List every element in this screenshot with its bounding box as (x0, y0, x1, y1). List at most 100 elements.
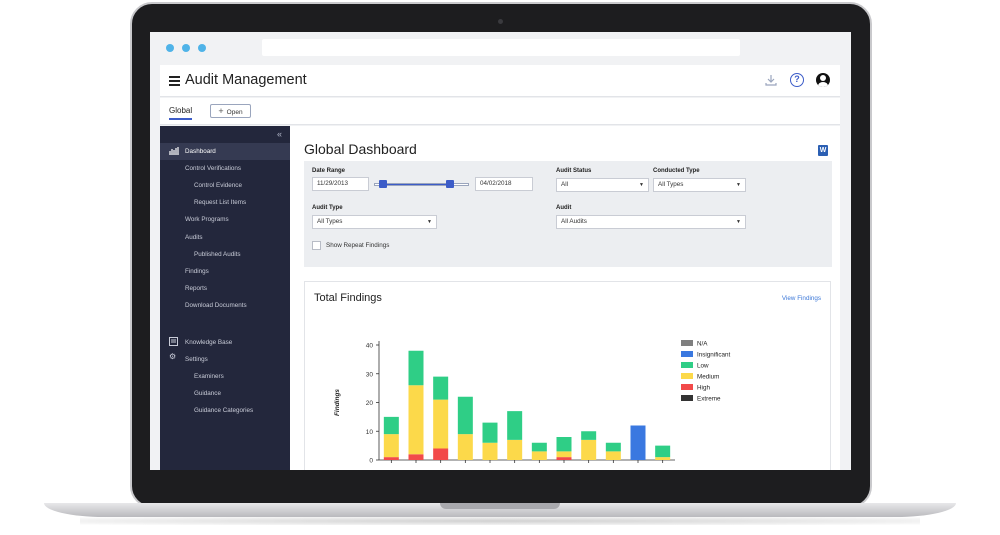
sidebar-item-control-evidence[interactable]: Control Evidence (194, 182, 242, 189)
bar-segment-high (408, 454, 424, 460)
date-to-input[interactable]: 04/02/2018 (475, 177, 533, 191)
window-minimize-dot[interactable] (182, 44, 190, 52)
legend-swatch (681, 395, 693, 401)
open-button-label: Open (226, 109, 243, 116)
audit-status-select[interactable]: All ▼ (556, 178, 649, 192)
conducted-type-select[interactable]: All Types ▼ (653, 178, 746, 192)
word-export-icon[interactable]: W (818, 145, 828, 156)
sidebar-item-examiners[interactable]: Examiners (194, 373, 224, 380)
filters-panel: Date Range 11/29/2013 04/02/2018 Audit S… (304, 161, 832, 267)
legend-swatch (681, 373, 693, 379)
laptop-shadow (80, 517, 920, 525)
window-close-dot[interactable] (166, 44, 174, 52)
sidebar: « Dashboard Control Verifications Contro… (160, 126, 290, 470)
legend-label: Low (697, 363, 709, 370)
y-tick-label: 30 (366, 371, 374, 378)
address-bar[interactable] (262, 39, 740, 56)
download-icon[interactable] (764, 73, 778, 87)
conducted-type-label: Conducted Type (653, 168, 700, 174)
audit-type-label: Audit Type (312, 205, 343, 211)
slider-end-handle[interactable] (446, 180, 454, 188)
y-tick-label: 10 (366, 429, 374, 436)
repeat-findings-checkbox[interactable] (312, 241, 321, 250)
chevron-down-icon: ▼ (736, 182, 741, 188)
help-icon[interactable]: ? (790, 73, 804, 87)
browser-bar (150, 32, 851, 62)
laptop-base-notch (440, 503, 560, 509)
screen: Audit Management ? Global + Open « Dashbo… (150, 32, 851, 470)
sidebar-item-control-verifications[interactable]: Control Verifications (185, 165, 241, 172)
tabs-bar: Global + Open (160, 98, 840, 125)
audit-select[interactable]: All Audits ▼ (556, 215, 746, 229)
y-tick-label: 0 (369, 458, 373, 465)
tab-global[interactable]: Global (169, 106, 193, 120)
bar-segment-low (556, 437, 572, 452)
date-from-input[interactable]: 11/29/2013 (312, 177, 369, 191)
audit-label: Audit (556, 205, 572, 211)
repeat-findings-label: Show Repeat Findings (326, 242, 390, 249)
sidebar-item-guidance[interactable]: Guidance (194, 390, 221, 397)
y-tick-label: 40 (366, 343, 374, 350)
sidebar-item-findings[interactable]: Findings (185, 268, 209, 275)
menu-icon[interactable] (169, 76, 180, 86)
collapse-sidebar-icon[interactable]: « (277, 129, 283, 139)
gear-icon: ⚙ (169, 352, 177, 361)
app-header: Audit Management ? (160, 65, 840, 97)
bar-segment-medium (556, 451, 572, 458)
sidebar-item-dashboard[interactable]: Dashboard (160, 143, 290, 160)
date-range-label: Date Range (312, 168, 346, 174)
bar-segment-low (655, 445, 671, 458)
bar-segment-medium (581, 439, 597, 460)
bar-segment-medium (482, 442, 498, 460)
sidebar-item-download-documents[interactable]: Download Documents (185, 302, 247, 309)
sidebar-item-request-list-items[interactable]: Request List Items (194, 199, 247, 206)
bar-segment-medium (383, 434, 399, 458)
chevron-down-icon: ▼ (427, 219, 432, 225)
sidebar-item-audits[interactable]: Audits (185, 234, 203, 241)
date-range-slider[interactable] (374, 183, 469, 186)
bar-segment-low (482, 422, 498, 443)
sidebar-item-label: Dashboard (185, 148, 216, 155)
bar-segment-low (408, 350, 424, 386)
sidebar-item-knowledge-base[interactable]: Knowledge Base (185, 339, 233, 346)
legend-swatch (681, 351, 693, 357)
audit-status-value: All (561, 181, 568, 188)
bar-segment-medium (408, 385, 424, 455)
legend-label: Extreme (697, 396, 721, 403)
audit-status-label: Audit Status (556, 168, 592, 174)
sidebar-item-guidance-categories[interactable]: Guidance Categories (194, 407, 254, 414)
legend-label: High (697, 385, 710, 392)
findings-chart: 0 10 20 30 40 Findings N/A Insignificant Low Medi… (334, 340, 731, 465)
open-button[interactable]: + Open (210, 104, 251, 118)
y-axis-label: Findings (334, 389, 341, 416)
bar-segment-high (433, 448, 449, 460)
slider-start-handle[interactable] (379, 180, 387, 188)
app-title: Audit Management (185, 72, 307, 88)
book-icon (169, 337, 178, 348)
sidebar-item-settings[interactable]: Settings (185, 356, 208, 363)
bar-segment-low (457, 396, 473, 435)
legend-swatch (681, 340, 693, 346)
bar-segment-low (531, 442, 547, 452)
legend-swatch (681, 384, 693, 390)
audit-type-select[interactable]: All Types ▼ (312, 215, 437, 229)
sidebar-item-reports[interactable]: Reports (185, 285, 208, 292)
bar-segment-medium (507, 439, 523, 460)
bar-segment-high (556, 457, 572, 460)
view-findings-link[interactable]: View Findings (781, 295, 821, 302)
dashboard-icon (169, 146, 179, 157)
bar-segment-low (433, 376, 449, 400)
sidebar-item-published-audits[interactable]: Published Audits (194, 251, 241, 258)
bar-segment-low (605, 442, 621, 452)
laptop-base (44, 503, 956, 517)
plus-icon: + (218, 106, 224, 116)
legend-label: Insignificant (697, 352, 731, 359)
conducted-type-value: All Types (658, 181, 684, 188)
sidebar-item-work-programs[interactable]: Work Programs (185, 216, 229, 223)
audit-value: All Audits (561, 218, 587, 225)
user-icon[interactable] (816, 73, 830, 87)
bar-segment-high (383, 457, 399, 460)
window-maximize-dot[interactable] (198, 44, 206, 52)
bar-segment-low (507, 411, 523, 440)
